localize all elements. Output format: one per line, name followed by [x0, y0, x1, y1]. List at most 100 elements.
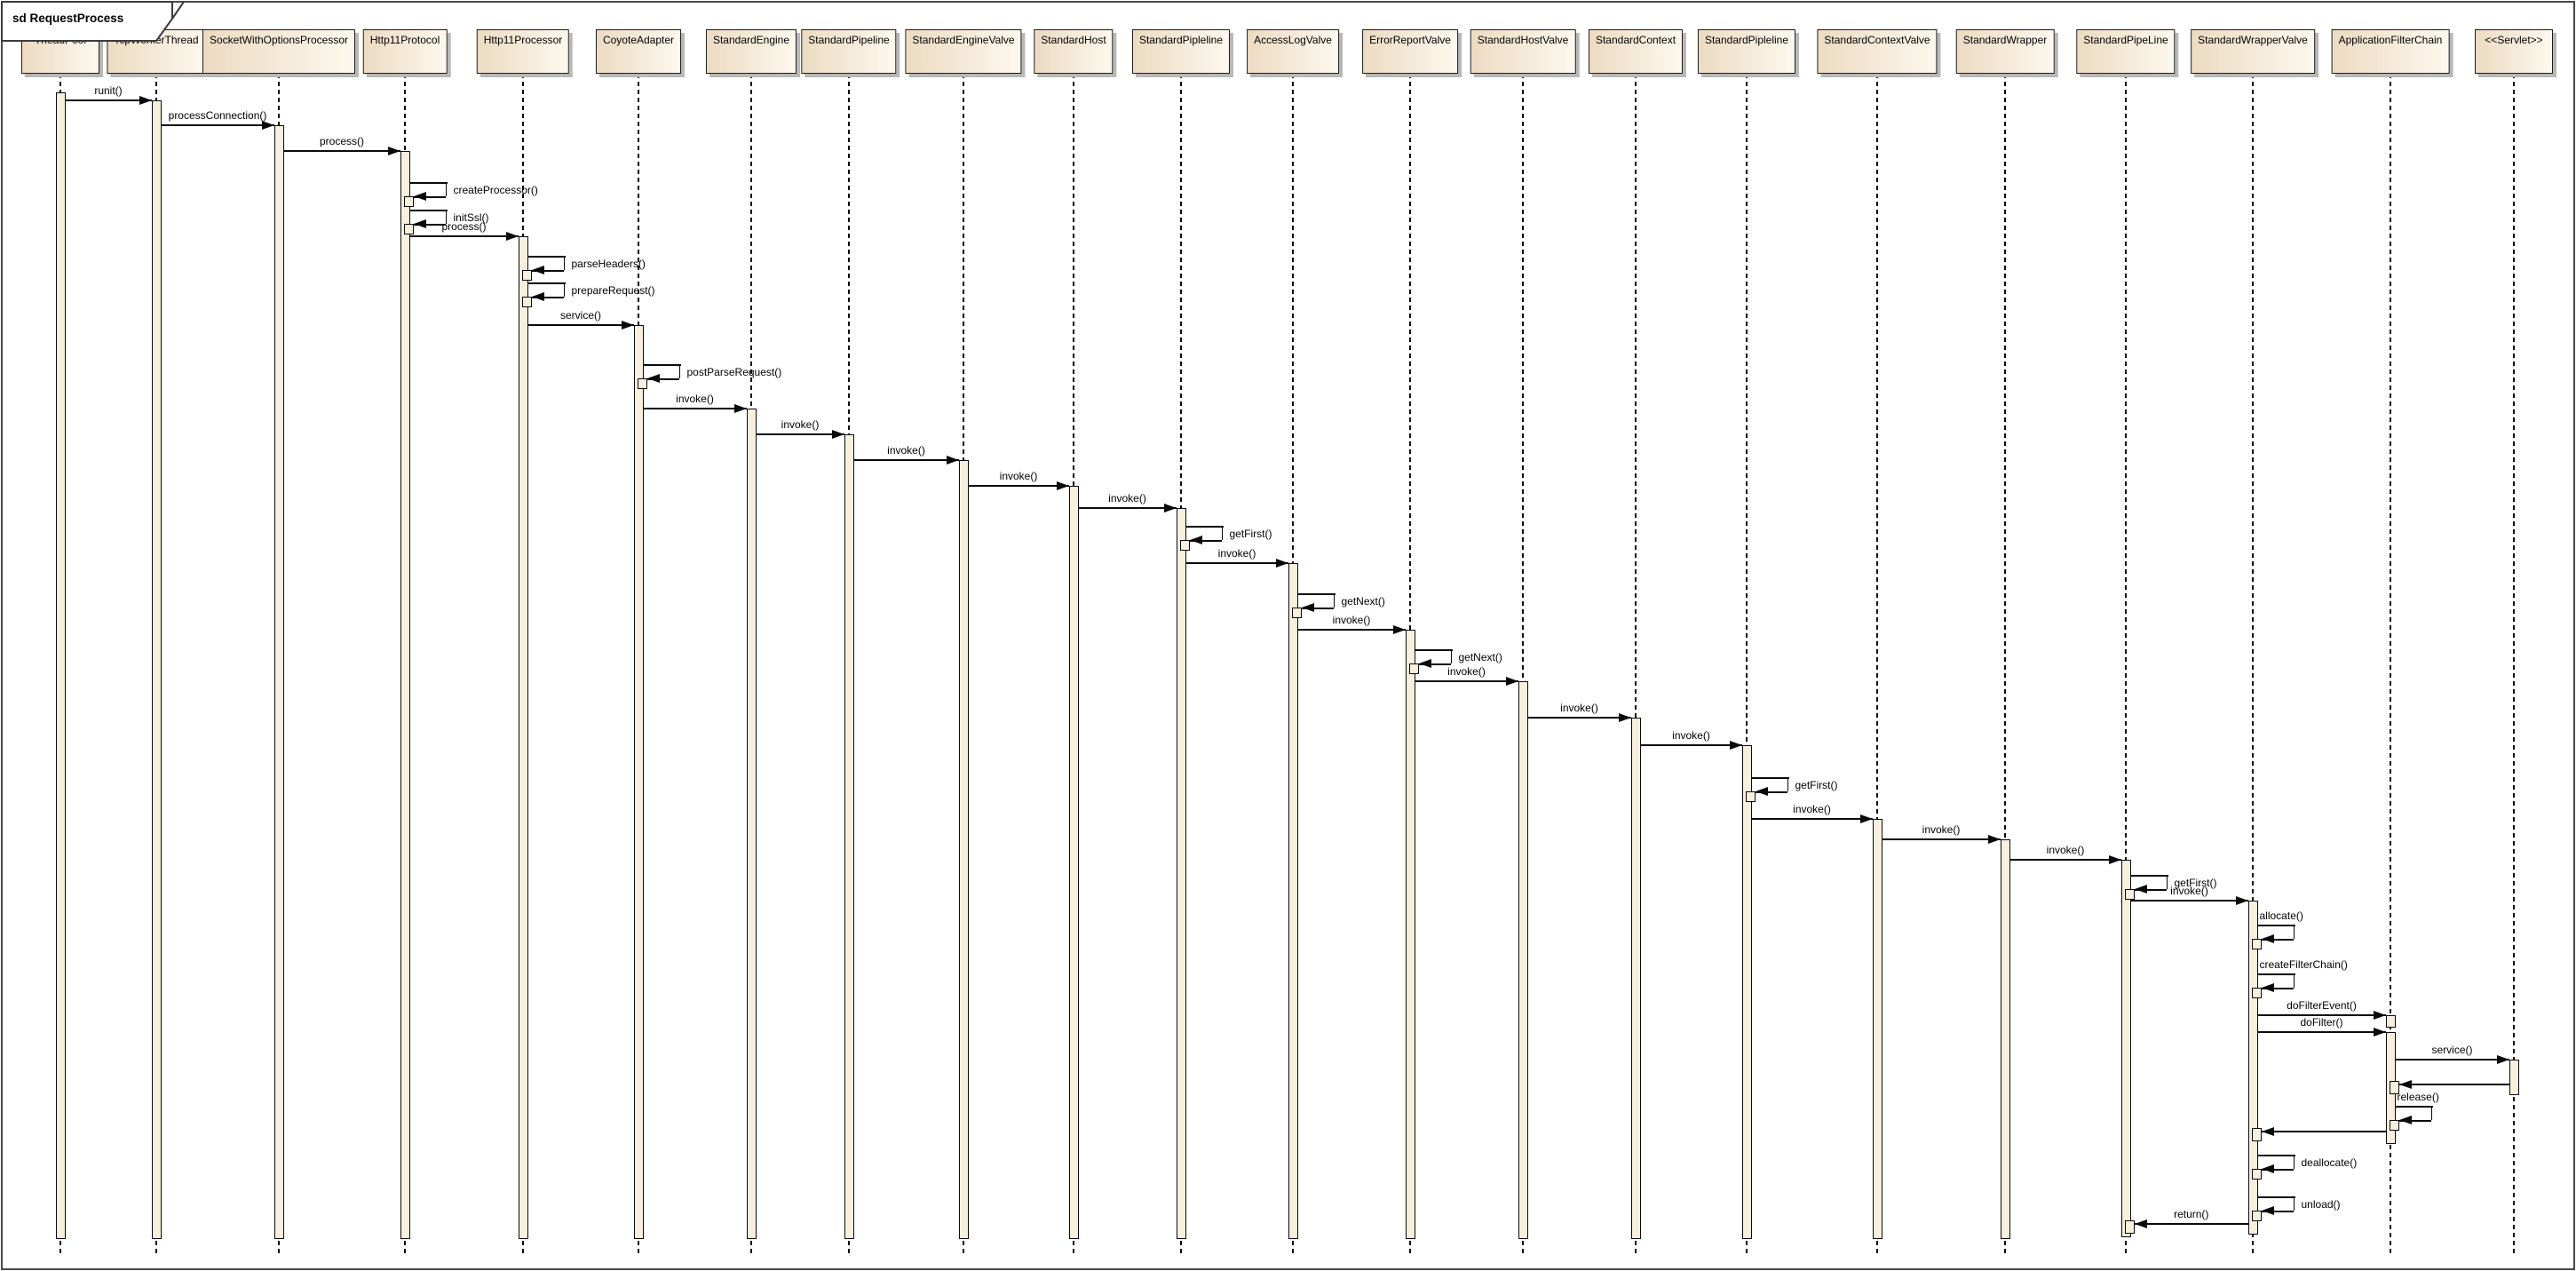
- message-7-prepareRequest-label[interactable]: prepareRequest(): [571, 284, 655, 297]
- message-11-invoke-label[interactable]: invoke(): [781, 418, 820, 431]
- lifeline-15-head[interactable]: StandardPipleline: [1697, 29, 1796, 74]
- message-14-invoke-label[interactable]: invoke(): [1108, 492, 1146, 504]
- message-30-createFilterChain-loop-top[interactable]: [2257, 973, 2295, 975]
- message-25-invoke-line[interactable]: [1882, 838, 2001, 840]
- lifeline-8-head[interactable]: StandardEngineValve: [905, 29, 1022, 74]
- lifeline-10-head[interactable]: StandardPipleline: [1131, 29, 1231, 74]
- message-6-parseHeaders-loop-top[interactable]: [527, 256, 566, 258]
- message-2-process-line[interactable]: [283, 150, 400, 152]
- message-37-deallocate-loop-top[interactable]: [2257, 1155, 2295, 1156]
- message-24-invoke-label[interactable]: invoke(): [1793, 803, 1831, 815]
- lifeline-13-head[interactable]: StandardHostValve: [1470, 29, 1576, 74]
- message-19-getNext-label[interactable]: getNext(): [1458, 651, 1502, 663]
- message-5-process-line[interactable]: [409, 235, 519, 237]
- message-4-initSsl-loop-top[interactable]: [409, 210, 448, 211]
- lifeline-12-head[interactable]: ErrorReportValve: [1362, 29, 1458, 74]
- lifeline-20-head[interactable]: ApplicationFilterChain: [2331, 29, 2450, 74]
- message-21-invoke-line[interactable]: [1527, 717, 1631, 719]
- message-24-invoke-line[interactable]: [1751, 818, 1873, 820]
- lifeline-7-head[interactable]: StandardPipeline: [801, 29, 897, 74]
- message-23-getFirst-label[interactable]: getFirst(): [1795, 779, 1838, 791]
- message-15-getFirst-loop-top[interactable]: [1185, 526, 1224, 528]
- lifeline-18-head[interactable]: StandardPipeLine: [2076, 29, 2176, 74]
- message-37-deallocate-label[interactable]: deallocate(): [2301, 1156, 2358, 1169]
- message-20-invoke-label[interactable]: invoke(): [1447, 665, 1486, 678]
- message-38-unload-label[interactable]: unload(): [2301, 1198, 2341, 1211]
- message-21-invoke-label[interactable]: invoke(): [1560, 702, 1598, 714]
- message-5-process-label[interactable]: process(): [441, 220, 487, 233]
- lifeline-3-head[interactable]: Http11Protocol: [362, 29, 448, 74]
- message-2-process-label[interactable]: process(): [319, 135, 365, 147]
- message-31-doFilterEvent-line[interactable]: [2257, 1014, 2386, 1016]
- message-33-service-label[interactable]: service(): [2431, 1044, 2473, 1056]
- message-1-processConnection-label[interactable]: processConnection(): [168, 109, 267, 122]
- message-23-getFirst-loop-top[interactable]: [1751, 777, 1789, 779]
- message-26-invoke-line[interactable]: [2009, 859, 2121, 861]
- message-29-allocate-label[interactable]: allocate(): [2259, 910, 2303, 922]
- message-8-service-line[interactable]: [527, 324, 634, 326]
- message-8-service-label[interactable]: service(): [559, 309, 602, 322]
- message-0-runit-label[interactable]: runit(): [94, 84, 123, 97]
- lifeline-4-head[interactable]: Http11Processor: [476, 29, 570, 74]
- message-16-invoke-label[interactable]: invoke(): [1217, 547, 1256, 560]
- message-18-invoke-line[interactable]: [1297, 629, 1406, 631]
- message-12-invoke-line[interactable]: [853, 459, 959, 461]
- lifeline-6-head[interactable]: StandardEngine: [705, 29, 797, 74]
- message-3-createProcessor-loop-top[interactable]: [409, 182, 448, 184]
- message-11-invoke-line[interactable]: [756, 433, 844, 435]
- message-4-initSsl-label[interactable]: initSsl(): [453, 211, 489, 224]
- lifeline-21-head[interactable]: <<Servlet>>: [2475, 29, 2553, 74]
- message-36-return-line[interactable]: [2262, 1131, 2386, 1132]
- lifeline-16-head[interactable]: StandardContextValve: [1817, 29, 1938, 74]
- message-14-invoke-line[interactable]: [1078, 507, 1177, 509]
- message-10-invoke-line[interactable]: [643, 408, 747, 409]
- message-32-doFilter-line[interactable]: [2257, 1031, 2386, 1033]
- message-4-initSsl-loop-right: [445, 210, 448, 224]
- lifeline-14-head[interactable]: StandardContext: [1588, 29, 1684, 74]
- message-9-postParseRequest-label[interactable]: postParseRequest(): [686, 366, 782, 378]
- message-28-invoke-line[interactable]: [2130, 900, 2248, 902]
- message-6-parseHeaders-label[interactable]: parseHeaders(): [571, 258, 646, 270]
- message-1-processConnection-line[interactable]: [161, 124, 274, 126]
- lifeline-17-head[interactable]: StandardWrapper: [1955, 29, 2055, 74]
- lifeline-19-head[interactable]: StandardWrapperValve: [2191, 29, 2315, 74]
- lifeline-5-head[interactable]: CoyoteAdapter: [595, 29, 682, 74]
- message-18-invoke-label[interactable]: invoke(): [1332, 614, 1371, 626]
- message-17-getNext-label[interactable]: getNext(): [1341, 595, 1385, 608]
- message-34-return-line[interactable]: [2399, 1084, 2509, 1085]
- message-0-runit-line[interactable]: [65, 99, 152, 101]
- message-38-unload-loop-top[interactable]: [2257, 1196, 2295, 1198]
- lifeline-2-head[interactable]: SocketWithOptionsProcessor: [202, 29, 356, 74]
- lifeline-9-head[interactable]: StandardHost: [1034, 29, 1114, 74]
- message-15-getFirst-label[interactable]: getFirst(): [1229, 528, 1272, 540]
- message-35-release-label[interactable]: release(): [2397, 1091, 2439, 1103]
- message-17-getNext-loop-top[interactable]: [1297, 593, 1336, 595]
- message-3-createProcessor-label[interactable]: createProcessor(): [453, 184, 538, 196]
- message-19-getNext-loop-top[interactable]: [1415, 649, 1453, 651]
- message-30-createFilterChain-label[interactable]: createFilterChain(): [2259, 958, 2348, 971]
- message-10-invoke-label[interactable]: invoke(): [676, 393, 714, 405]
- message-33-service-line[interactable]: [2395, 1059, 2509, 1060]
- message-13-invoke-line[interactable]: [968, 485, 1069, 487]
- message-27-getFirst-label[interactable]: getFirst(): [2174, 877, 2217, 889]
- message-7-prepareRequest-loop-top[interactable]: [527, 282, 566, 284]
- message-25-invoke-label[interactable]: invoke(): [1922, 823, 1961, 836]
- message-29-allocate-loop-top[interactable]: [2257, 925, 2295, 926]
- message-16-invoke-line[interactable]: [1185, 562, 1288, 564]
- message-39-return-line[interactable]: [2135, 1223, 2248, 1225]
- message-31-doFilterEvent-label[interactable]: doFilterEvent(): [2287, 999, 2357, 1012]
- message-30-createFilterChain-loop-right: [2293, 973, 2295, 988]
- message-35-release-loop-top[interactable]: [2395, 1106, 2433, 1108]
- message-39-return-label[interactable]: return(): [2174, 1208, 2209, 1220]
- message-28-invoke-label[interactable]: invoke(): [2170, 885, 2208, 897]
- message-26-invoke-label[interactable]: invoke(): [2046, 844, 2085, 856]
- message-9-postParseRequest-loop-top[interactable]: [643, 364, 681, 366]
- message-13-invoke-label[interactable]: invoke(): [999, 470, 1038, 482]
- message-20-invoke-line[interactable]: [1415, 680, 1518, 682]
- message-22-invoke-label[interactable]: invoke(): [1672, 729, 1710, 742]
- message-32-doFilter-label[interactable]: doFilter(): [2300, 1016, 2343, 1029]
- message-27-getFirst-loop-top[interactable]: [2130, 875, 2168, 877]
- lifeline-11-head[interactable]: AccessLogValve: [1247, 29, 1339, 74]
- message-12-invoke-label[interactable]: invoke(): [887, 444, 925, 457]
- message-22-invoke-line[interactable]: [1640, 744, 1742, 746]
